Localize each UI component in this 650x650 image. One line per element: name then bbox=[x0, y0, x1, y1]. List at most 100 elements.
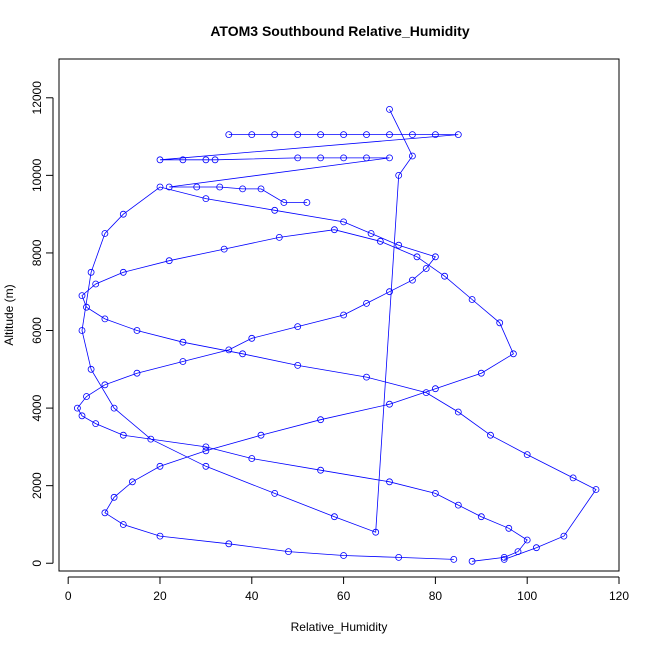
data-point bbox=[165, 257, 173, 265]
y-axis: 0 2000 4000 6000 8000 10000 12000 bbox=[30, 81, 54, 567]
data-point bbox=[413, 253, 421, 261]
data-point bbox=[386, 154, 393, 162]
data-point bbox=[408, 276, 416, 284]
data-point bbox=[271, 206, 279, 214]
data-point bbox=[477, 513, 485, 521]
data-point bbox=[92, 420, 100, 428]
data-point bbox=[523, 451, 531, 459]
data-point bbox=[367, 230, 375, 237]
data-point bbox=[294, 361, 302, 369]
data-point bbox=[363, 131, 370, 139]
y-tick-label: 8000 bbox=[30, 239, 44, 266]
data-point bbox=[454, 131, 462, 139]
data-point bbox=[101, 381, 109, 389]
plot-area-border bbox=[58, 58, 620, 572]
data-point bbox=[454, 501, 462, 509]
data-point bbox=[487, 431, 494, 439]
data-point bbox=[569, 474, 577, 482]
data-point bbox=[468, 557, 476, 565]
data-point bbox=[193, 183, 201, 191]
data-point bbox=[179, 358, 187, 365]
series-line bbox=[159, 134, 459, 203]
data-point bbox=[386, 106, 393, 113]
data-point bbox=[330, 513, 338, 521]
data-point bbox=[395, 241, 403, 249]
data-point bbox=[202, 462, 210, 470]
series-1 bbox=[78, 226, 600, 563]
data-point bbox=[317, 154, 325, 162]
data-point bbox=[592, 486, 600, 493]
data-point bbox=[372, 528, 380, 536]
data-point bbox=[211, 156, 219, 164]
data-point bbox=[317, 466, 325, 474]
data-point bbox=[119, 431, 127, 439]
x-tick-label: 0 bbox=[65, 589, 72, 603]
data-point bbox=[133, 369, 141, 377]
data-point bbox=[431, 489, 439, 497]
data-point bbox=[500, 556, 508, 563]
data-point bbox=[83, 393, 90, 400]
data-point bbox=[271, 131, 279, 139]
data-point bbox=[101, 315, 109, 323]
data-point bbox=[523, 536, 531, 544]
data-point bbox=[431, 253, 439, 261]
data-point bbox=[202, 195, 210, 203]
data-point bbox=[271, 489, 279, 497]
data-point bbox=[248, 334, 256, 342]
data-point bbox=[395, 554, 403, 561]
data-point bbox=[560, 532, 568, 540]
data-point bbox=[147, 435, 155, 443]
data-point bbox=[395, 171, 403, 179]
series-0 bbox=[74, 106, 531, 565]
data-point bbox=[119, 521, 127, 528]
data-point bbox=[78, 412, 86, 420]
series-line bbox=[76, 109, 528, 562]
data-point bbox=[285, 548, 292, 555]
series-layer bbox=[74, 106, 600, 565]
y-axis-label: Altitude (m) bbox=[2, 284, 16, 345]
data-point bbox=[340, 154, 348, 162]
data-point bbox=[202, 443, 210, 451]
data-point bbox=[408, 152, 416, 160]
data-point bbox=[303, 199, 311, 206]
data-point bbox=[179, 156, 187, 164]
data-point bbox=[156, 532, 164, 540]
data-point bbox=[110, 404, 118, 412]
data-point bbox=[386, 131, 393, 139]
series-2 bbox=[156, 131, 462, 206]
data-point bbox=[78, 292, 86, 300]
data-point bbox=[128, 478, 136, 486]
data-point bbox=[220, 245, 228, 253]
x-tick-label: 60 bbox=[337, 589, 351, 603]
series-line bbox=[81, 229, 597, 560]
data-point bbox=[156, 462, 164, 470]
y-tick-label: 2000 bbox=[30, 472, 44, 499]
y-tick-label: 6000 bbox=[30, 317, 44, 344]
data-point bbox=[275, 233, 283, 241]
data-point bbox=[340, 218, 348, 226]
x-axis-label: Relative_Humidity bbox=[291, 620, 388, 634]
data-point bbox=[202, 447, 210, 455]
data-point bbox=[156, 183, 164, 191]
data-point bbox=[431, 131, 439, 139]
data-point bbox=[340, 311, 348, 319]
data-point bbox=[119, 268, 127, 276]
chart-title: ATOM3 Southbound Relative_Humidity bbox=[210, 23, 469, 39]
data-point bbox=[92, 280, 100, 288]
data-point bbox=[101, 230, 109, 237]
x-tick-label: 40 bbox=[245, 589, 259, 603]
data-point bbox=[87, 268, 95, 276]
data-point bbox=[119, 210, 127, 218]
data-point bbox=[505, 524, 513, 532]
data-point bbox=[239, 185, 247, 193]
data-point bbox=[248, 131, 256, 139]
data-point bbox=[386, 478, 393, 486]
data-point bbox=[376, 237, 384, 245]
data-point bbox=[133, 327, 141, 334]
data-point bbox=[363, 299, 370, 307]
data-point bbox=[74, 404, 81, 412]
x-tick-label: 80 bbox=[429, 589, 443, 603]
data-point bbox=[179, 338, 187, 346]
data-point bbox=[340, 131, 348, 139]
data-point bbox=[363, 373, 370, 381]
